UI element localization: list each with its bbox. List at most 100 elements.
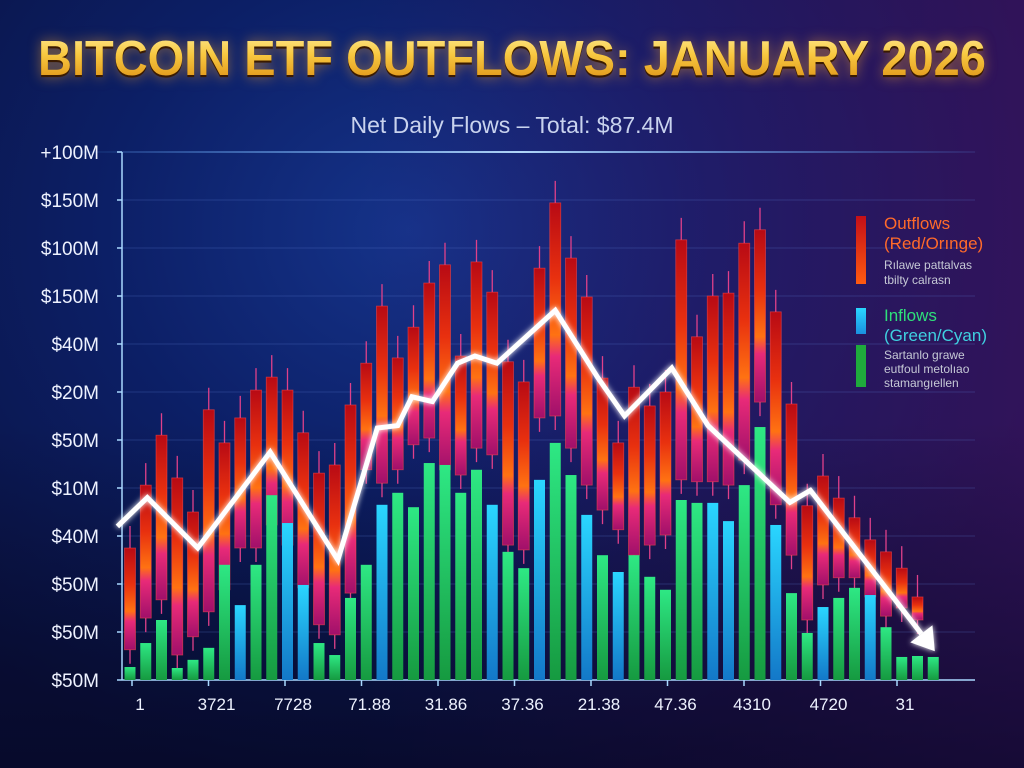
x-tick-label: 71.88 — [348, 695, 391, 714]
inflow-bar — [786, 593, 797, 680]
legend-inflows-desc: eutfoul metolıao — [884, 362, 970, 376]
bars — [124, 180, 939, 680]
inflow-bar — [770, 524, 782, 680]
outflow-bar — [407, 326, 420, 446]
outflow-bar — [785, 403, 798, 556]
y-tick-label: $40M — [51, 335, 99, 356]
inflow-bar — [518, 568, 530, 680]
inflow-bar — [597, 555, 608, 680]
legend-outflow-swatch — [856, 216, 866, 284]
inflow-bar — [754, 427, 766, 680]
inflow-bar — [833, 597, 845, 680]
outflow-bar — [580, 296, 593, 486]
inflow-bar — [124, 667, 136, 680]
y-tick-label: $20M — [51, 383, 99, 404]
inflow-bar — [392, 492, 404, 680]
inflow-bar — [329, 655, 341, 680]
legend-inflows-desc: stamangıellen — [884, 376, 959, 390]
x-tick-label: 7728 — [274, 695, 312, 714]
inflow-bar — [691, 502, 703, 680]
x-tick-label: 21.38 — [578, 695, 621, 714]
inflow-bar — [817, 607, 829, 680]
inflow-bar — [738, 485, 750, 680]
outflow-bar — [486, 291, 499, 456]
outflow-bar — [281, 389, 294, 546]
inflow-bar — [864, 595, 876, 680]
inflow-bar — [565, 475, 577, 680]
outflow-bar — [376, 305, 388, 484]
y-tick-label: $150M — [41, 191, 99, 212]
inflow-bar — [723, 521, 734, 680]
inflow-bar — [896, 656, 908, 680]
outflow-bar — [533, 267, 546, 419]
x-tick-label: 31 — [896, 695, 915, 714]
legend-outflows-sub: (Red/Orınge) — [884, 234, 984, 253]
outflow-bar — [171, 477, 184, 656]
outflow-bar — [454, 355, 467, 476]
x-tick-label: 37.36 — [501, 695, 544, 714]
inflow-bar — [171, 668, 183, 680]
inflow-bar — [644, 576, 656, 680]
inflow-bar — [912, 656, 923, 680]
legend-outflows-desc: tbilty calrasn — [884, 273, 951, 287]
y-tick-label: $10M — [51, 479, 99, 500]
inflow-bar — [140, 643, 152, 680]
outflow-bar — [124, 547, 136, 651]
inflow-bar — [313, 643, 325, 680]
y-tick-label: $100M — [41, 239, 99, 260]
inflow-bar — [707, 502, 719, 680]
outflow-bar — [202, 409, 215, 613]
outflow-bar — [502, 361, 514, 546]
outflow-bar — [423, 282, 436, 439]
outflow-bar — [596, 377, 609, 511]
inflow-bar — [612, 572, 624, 680]
x-tick-label: 4720 — [810, 695, 848, 714]
outflow-bar — [769, 311, 782, 506]
inflow-bar — [628, 555, 640, 680]
inflow-bar — [187, 659, 199, 680]
inflow-bar — [455, 492, 467, 680]
y-axis: $50M $50M $50M $40M $10M $50M $20M $40M $150M $10… — [40, 143, 123, 692]
inflow-bar — [581, 514, 593, 680]
inflow-bar — [675, 500, 687, 680]
inflow-bar — [297, 584, 309, 680]
outflow-bar — [643, 405, 656, 546]
outflow-bar — [187, 511, 199, 638]
legend-green-swatch — [856, 345, 866, 387]
trend-line — [115, 306, 935, 652]
x-axis: 1 3721 7728 71.88 31.86 37.36 21.38 47.36 4310 47… — [122, 679, 975, 714]
outflow-bar — [565, 257, 577, 449]
chart-title: BITCOIN ETF OUTFLOWS: JANUARY 2026 — [0, 29, 1024, 87]
inflow-bar — [471, 469, 482, 680]
inflow-bar — [408, 507, 419, 680]
inflow-bar — [360, 564, 372, 680]
outflow-bar — [612, 442, 625, 531]
legend-inflows-desc: Sartanlo grawe — [884, 348, 965, 362]
header-glow-line — [60, 151, 980, 153]
inflow-bar — [549, 442, 561, 680]
x-tick-label: 47.36 — [654, 695, 697, 714]
inflow-bar — [880, 627, 892, 680]
outflow-bar — [832, 497, 845, 579]
inflow-bar — [376, 504, 388, 680]
inflow-bar — [266, 495, 278, 680]
outflow-bar — [706, 295, 719, 483]
inflow-bar — [849, 587, 860, 680]
chart-subtitle: Net Daily Flows – Total: $87.4M — [350, 112, 674, 138]
inflow-bar — [345, 597, 356, 680]
inflow-bar — [234, 605, 246, 680]
inflow-bar — [439, 464, 451, 680]
outflow-bar — [722, 292, 735, 486]
outflow-bar — [817, 475, 829, 586]
legend-inflows-label: Inflows — [884, 306, 937, 325]
outflow-bar — [738, 242, 751, 461]
y-tick-label: $40M — [51, 527, 99, 548]
inflow-bar — [203, 647, 215, 680]
outflow-bar — [313, 472, 325, 626]
inflow-bar — [502, 551, 514, 680]
inflow-bar — [660, 589, 671, 680]
y-tick-label: $50M — [51, 671, 99, 692]
inflow-bar — [534, 479, 545, 680]
y-tick-label: $150M — [41, 287, 99, 308]
outflow-bar — [754, 229, 766, 403]
